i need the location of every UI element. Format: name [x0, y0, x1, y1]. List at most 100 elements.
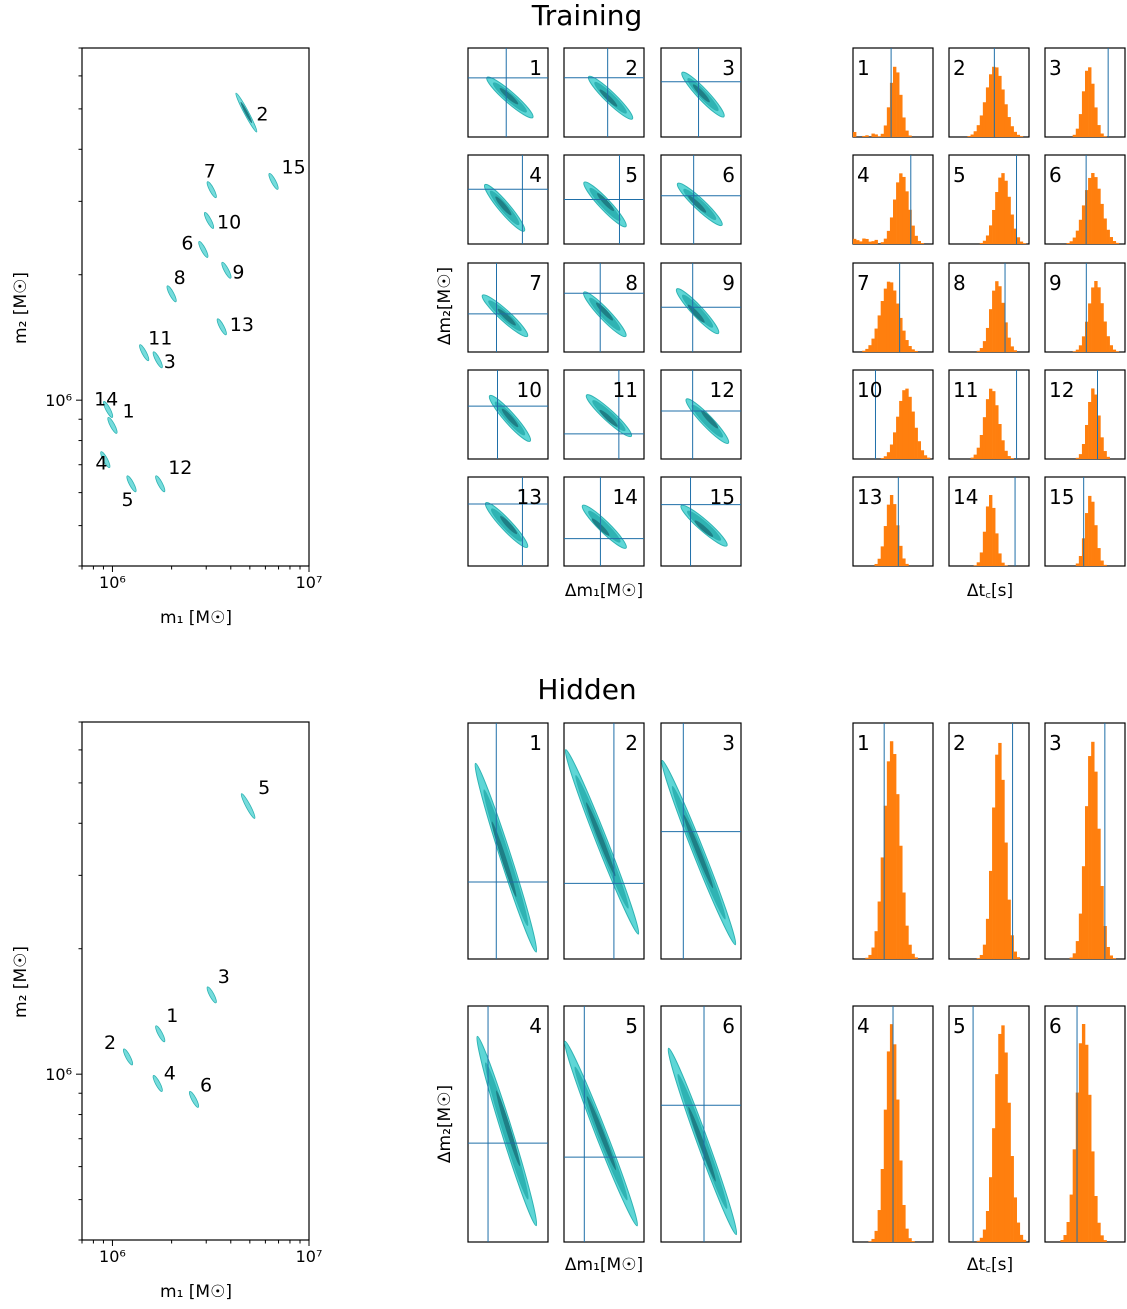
- panel-label: 4: [529, 1014, 542, 1038]
- hist-bar: [1016, 237, 1021, 244]
- hist-bar: [862, 350, 866, 352]
- hist-bar: [899, 94, 903, 137]
- hist-bar: [886, 107, 891, 137]
- hist-bar: [985, 235, 990, 244]
- hist-bar: [862, 135, 866, 137]
- posterior-blob: [126, 475, 137, 493]
- hist-bar: [976, 350, 981, 352]
- hist-bar: [1109, 237, 1113, 244]
- hist-bar: [1075, 941, 1080, 959]
- point-label: 3: [164, 351, 176, 373]
- hist-bar: [1019, 136, 1024, 137]
- point-label: 1: [122, 400, 134, 422]
- hist-bar: [914, 235, 918, 244]
- ylabel-m2-training: m₂ [M☉]: [11, 272, 31, 344]
- hist-bar: [1010, 126, 1014, 137]
- contour-panel-hidden-6: 6: [660, 1005, 742, 1243]
- hist-bar: [926, 457, 931, 459]
- hist-bar: [902, 1204, 906, 1242]
- hist-bar: [874, 931, 878, 959]
- hist-bar: [998, 286, 1002, 352]
- hist-bar: [1004, 450, 1008, 459]
- contour-inner: [599, 409, 618, 427]
- hist-bar: [886, 1051, 891, 1242]
- contour-inner: [496, 1090, 521, 1167]
- hist-bar: [998, 742, 1002, 959]
- hist-bar: [1100, 560, 1104, 566]
- contour-inner: [692, 84, 710, 103]
- hist-bar: [998, 424, 1002, 459]
- hist-bar: [874, 328, 878, 352]
- hist-bar: [893, 1044, 897, 1242]
- hist-bar: [1016, 134, 1021, 137]
- hist-panel-training-10: 10: [852, 369, 934, 460]
- hist-bar: [871, 947, 875, 959]
- hist-bar: [893, 199, 897, 244]
- hist-bar: [1097, 188, 1101, 244]
- axes-frame: [81, 47, 310, 567]
- hist-bar: [995, 533, 999, 566]
- hist-bar: [886, 230, 891, 244]
- hist-panel-training-12: 12: [1044, 369, 1126, 460]
- xlabel-m1-training: m₁ [M☉]: [160, 608, 232, 628]
- point-label: 4: [164, 1062, 176, 1084]
- panel-label: 2: [953, 56, 966, 80]
- hist-bar: [1088, 401, 1092, 459]
- hist-bar: [1001, 562, 1005, 566]
- panel-label: 10: [857, 378, 882, 402]
- hist-bar: [908, 209, 912, 244]
- hist-bar: [899, 400, 903, 459]
- hist-bar: [1004, 322, 1008, 352]
- hist-bar: [902, 117, 906, 137]
- point-label: 14: [94, 388, 118, 410]
- hist-bar: [899, 1160, 903, 1242]
- hist-bar: [989, 74, 993, 137]
- hist-bar: [1097, 1222, 1101, 1242]
- panel-label: 3: [1049, 731, 1062, 755]
- y-tick-label: 10⁶: [45, 391, 72, 410]
- hist-bar: [1091, 388, 1095, 459]
- hist-panel-training-11: 11: [948, 369, 1030, 460]
- hist-bar: [889, 282, 894, 352]
- posterior-blob: [103, 401, 114, 418]
- y-tick-label: 10⁶: [45, 1065, 72, 1084]
- hist-bar: [902, 390, 906, 459]
- point-label: 1: [166, 1005, 178, 1027]
- xlabel-dm1-hidden: Δm₁[M☉]: [565, 1255, 643, 1275]
- hist-bar: [992, 66, 996, 137]
- posterior-blob: [166, 285, 177, 303]
- hist-bar: [976, 447, 981, 459]
- hist-bar: [1097, 415, 1101, 459]
- hist-bar: [1085, 806, 1089, 959]
- panel-label: 3: [1049, 56, 1062, 80]
- hist-bar: [853, 131, 857, 137]
- hist-bar: [976, 562, 981, 566]
- hist-bar: [995, 67, 999, 137]
- hist-bar: [989, 388, 993, 459]
- point-label: 6: [200, 1074, 212, 1096]
- hist-bar: [865, 135, 869, 137]
- contour-inner: [599, 89, 618, 107]
- contour-panel-hidden-5: 5: [563, 1005, 645, 1243]
- hist-bar: [1097, 548, 1101, 566]
- contour-panel-hidden-2: 2: [563, 722, 645, 960]
- hist-bar: [995, 281, 999, 352]
- hist-bar: [908, 1238, 912, 1242]
- hist-bar: [880, 133, 885, 137]
- hist-bar: [1001, 89, 1005, 137]
- panel-frame: [467, 262, 549, 353]
- panel-label: 5: [625, 1014, 638, 1038]
- hist-bar: [1100, 303, 1104, 352]
- contour-panel-training-10: 10: [467, 369, 549, 460]
- hist-bar: [899, 173, 903, 244]
- hist-bar: [1013, 228, 1017, 244]
- posterior-blob: [155, 1025, 166, 1043]
- hist-bar: [992, 290, 996, 352]
- panel-label: 2: [953, 731, 966, 755]
- hist-bar: [1078, 114, 1083, 137]
- hist-bar: [1010, 346, 1014, 352]
- hist-bar: [1022, 243, 1027, 244]
- hist-bar: [911, 411, 915, 459]
- panel-label: 1: [857, 731, 870, 755]
- hist-panel-training-13: 13: [852, 476, 934, 567]
